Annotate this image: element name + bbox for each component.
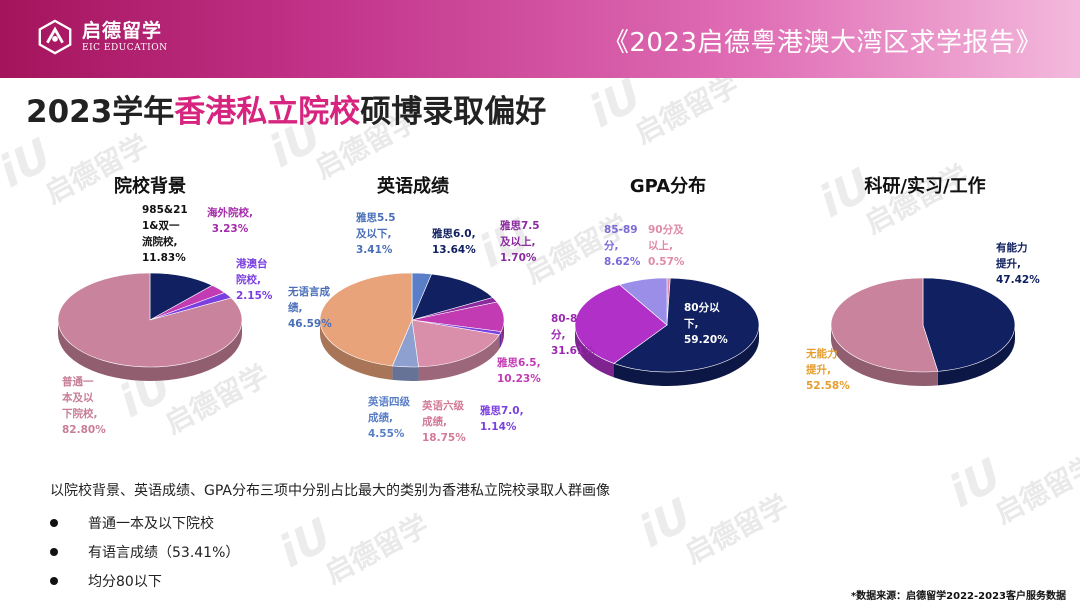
label-ielts65: 雅思6.5, 10.23% (497, 357, 541, 385)
pie1-slice-0 (149, 272, 213, 321)
bullet-dot-icon (50, 547, 58, 556)
label-gpa90: 90分及 以上, 0.57% (648, 224, 685, 268)
data-source: *数据来源：启德留学2022-2023客户服务数据 (850, 591, 1066, 602)
chart-title-gpa: GPA分布 (629, 176, 707, 197)
pie2-side-6 (392, 365, 419, 381)
pie2-side-4 (499, 331, 502, 349)
page-title: 2023学年香港私立院校硕博录取偏好 (26, 86, 546, 131)
label-gpa80-84: 80-8 分, 31.61% (551, 313, 595, 357)
bullet-item: 有语言成绩（53.41%） (50, 537, 239, 566)
pie2-slice-5 (411, 319, 500, 368)
label-tier1: 普通一 本及以 下院校, 82.80% (62, 376, 106, 436)
header-bar: 启德留学 EIC EDUCATION 《2023启德粤港澳大湾区求学报告》 (0, 0, 1080, 78)
pie2-slice-7 (319, 272, 413, 367)
label-hkmt: 港澳台 院校, 2.15% (236, 258, 273, 302)
label-cet6: 英语六级 成绩, 18.75% (422, 400, 466, 444)
logo: 启德留学 EIC EDUCATION (36, 18, 167, 56)
label-ielts75: 雅思7.5 及以上, 1.70% (500, 220, 540, 264)
bullet-item: 均分80以下 (50, 566, 239, 595)
pie3-slice-3 (618, 277, 668, 326)
pie2-side-7 (320, 320, 393, 380)
chart-title-research: 科研/实习/工作 (864, 176, 986, 197)
label-ielts55: 雅思5.5 及以下, 3.41% (356, 212, 396, 256)
pie4-side-0 (937, 325, 1015, 386)
bullet-list: 普通一本及以下院校 有语言成绩（53.41%） 均分80以下 (50, 508, 239, 595)
chart-title-school: 院校背景 (114, 176, 186, 197)
label-overseas: 海外院校, 3.23% (207, 207, 253, 235)
summary-text: 以院校背景、英语成绩、GPA分布三项中分别占比最大的类别为香港私立院校录取人群画… (50, 483, 610, 499)
logo-chinese: 启德留学 (82, 20, 163, 42)
report-title: 《2023启德粤港澳大湾区求学报告》 (602, 28, 1042, 58)
label-gpa85-89: 85-89 分, 8.62% (604, 224, 641, 268)
pie3-slice-1 (613, 277, 760, 373)
pie4-side-1 (831, 325, 938, 387)
label-no-lang: 无语言成 绩, 46.59% (288, 286, 332, 330)
title-suffix: 硕博录取偏好 (360, 94, 547, 130)
pie3-slice-2 (574, 284, 668, 364)
pie1-side-3 (58, 320, 242, 381)
pie3-side-1 (614, 325, 759, 386)
label-ielts60: 雅思6.0, 13.64% (432, 228, 476, 256)
logo-icon (38, 19, 72, 55)
bullet-item: 普通一本及以下院校 (50, 508, 239, 537)
pie4-slice-0 (922, 277, 1016, 372)
label-ielts70: 雅思7.0, 1.14% (480, 405, 524, 433)
pie2-side-5 (418, 334, 500, 381)
label-985: 985&21 1&双一 流院校, 11.83% (142, 204, 188, 264)
bullet-dot-icon (50, 518, 58, 527)
pie1-slice-3 (57, 272, 243, 368)
chart-title-english: 英语成绩 (377, 176, 449, 197)
pie4-slice-1 (830, 277, 939, 373)
label-improve: 有能力 提升, 47.42% (996, 242, 1040, 286)
pie2-slice-1 (411, 273, 494, 321)
label-gpa-below80: 80分以 下, 59.20% (684, 302, 728, 346)
pie3-side-2 (575, 325, 615, 378)
label-no-improve: 无能力 提升, 52.58% (806, 348, 850, 392)
title-prefix: 2023学年 (26, 94, 175, 130)
bullet-dot-icon (50, 576, 58, 585)
label-cet4: 英语四级 成绩, 4.55% (368, 396, 410, 440)
logo-english: EIC EDUCATION (82, 43, 168, 53)
title-highlight: 香港私立院校 (174, 94, 361, 130)
